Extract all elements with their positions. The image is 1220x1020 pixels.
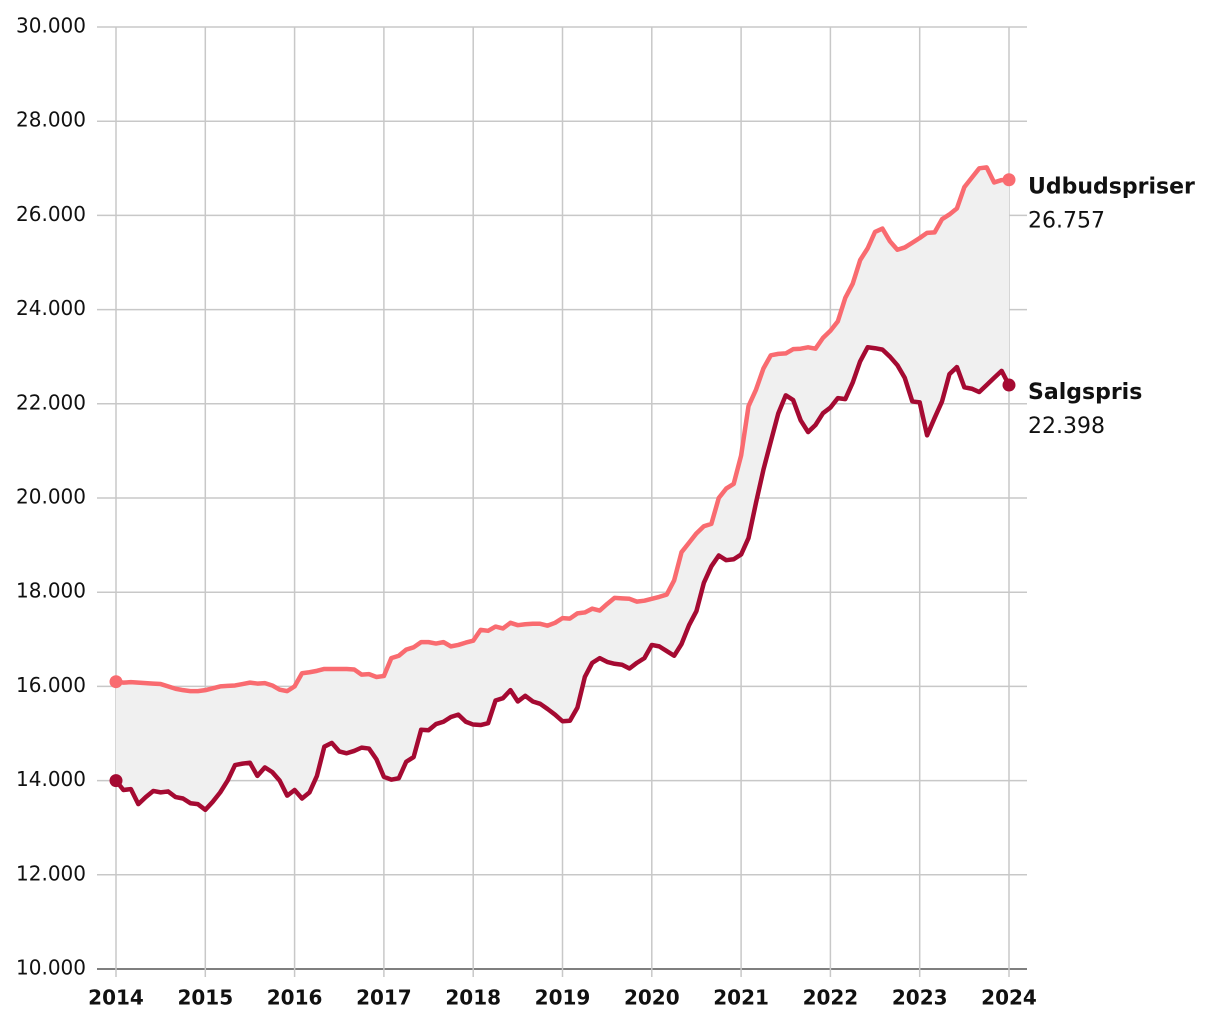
y-tick-label: 20.000 — [16, 485, 86, 509]
series-value-label: 26.757 — [1028, 209, 1105, 234]
y-tick-label: 26.000 — [16, 202, 86, 226]
series-line — [114, 345, 1011, 813]
y-tick-label: 14.000 — [16, 767, 86, 791]
y-tick-label: 18.000 — [16, 579, 86, 603]
x-tick-label: 2019 — [535, 986, 591, 1010]
series-name-label: Udbudspriser — [1028, 175, 1195, 200]
x-tick-label: 2023 — [892, 986, 948, 1010]
x-tick-label: 2018 — [445, 986, 501, 1010]
band-area — [116, 167, 1009, 810]
end-dot — [1002, 173, 1016, 187]
y-tick-label: 28.000 — [16, 108, 86, 132]
x-tick-label: 2024 — [981, 986, 1037, 1010]
y-tick-label: 24.000 — [16, 296, 86, 320]
y-tick-label: 30.000 — [16, 14, 86, 38]
start-dot — [109, 675, 123, 689]
series-name-label: Salgspris — [1028, 380, 1142, 405]
y-tick-label: 16.000 — [16, 673, 86, 697]
x-tick-label: 2021 — [713, 986, 769, 1010]
x-tick-label: 2015 — [177, 986, 233, 1010]
end-dot — [1002, 378, 1016, 392]
series-value-label: 22.398 — [1028, 414, 1105, 439]
x-tick-label: 2014 — [88, 986, 144, 1010]
y-tick-label: 10.000 — [16, 956, 86, 980]
start-dot — [109, 774, 123, 788]
x-tick-label: 2022 — [803, 986, 859, 1010]
x-tick-label: 2020 — [624, 986, 680, 1010]
x-tick-label: 2016 — [267, 986, 323, 1010]
series-line — [115, 165, 1010, 694]
y-tick-label: 12.000 — [16, 861, 86, 885]
y-tick-label: 22.000 — [16, 390, 86, 414]
x-tick-label: 2017 — [356, 986, 412, 1010]
